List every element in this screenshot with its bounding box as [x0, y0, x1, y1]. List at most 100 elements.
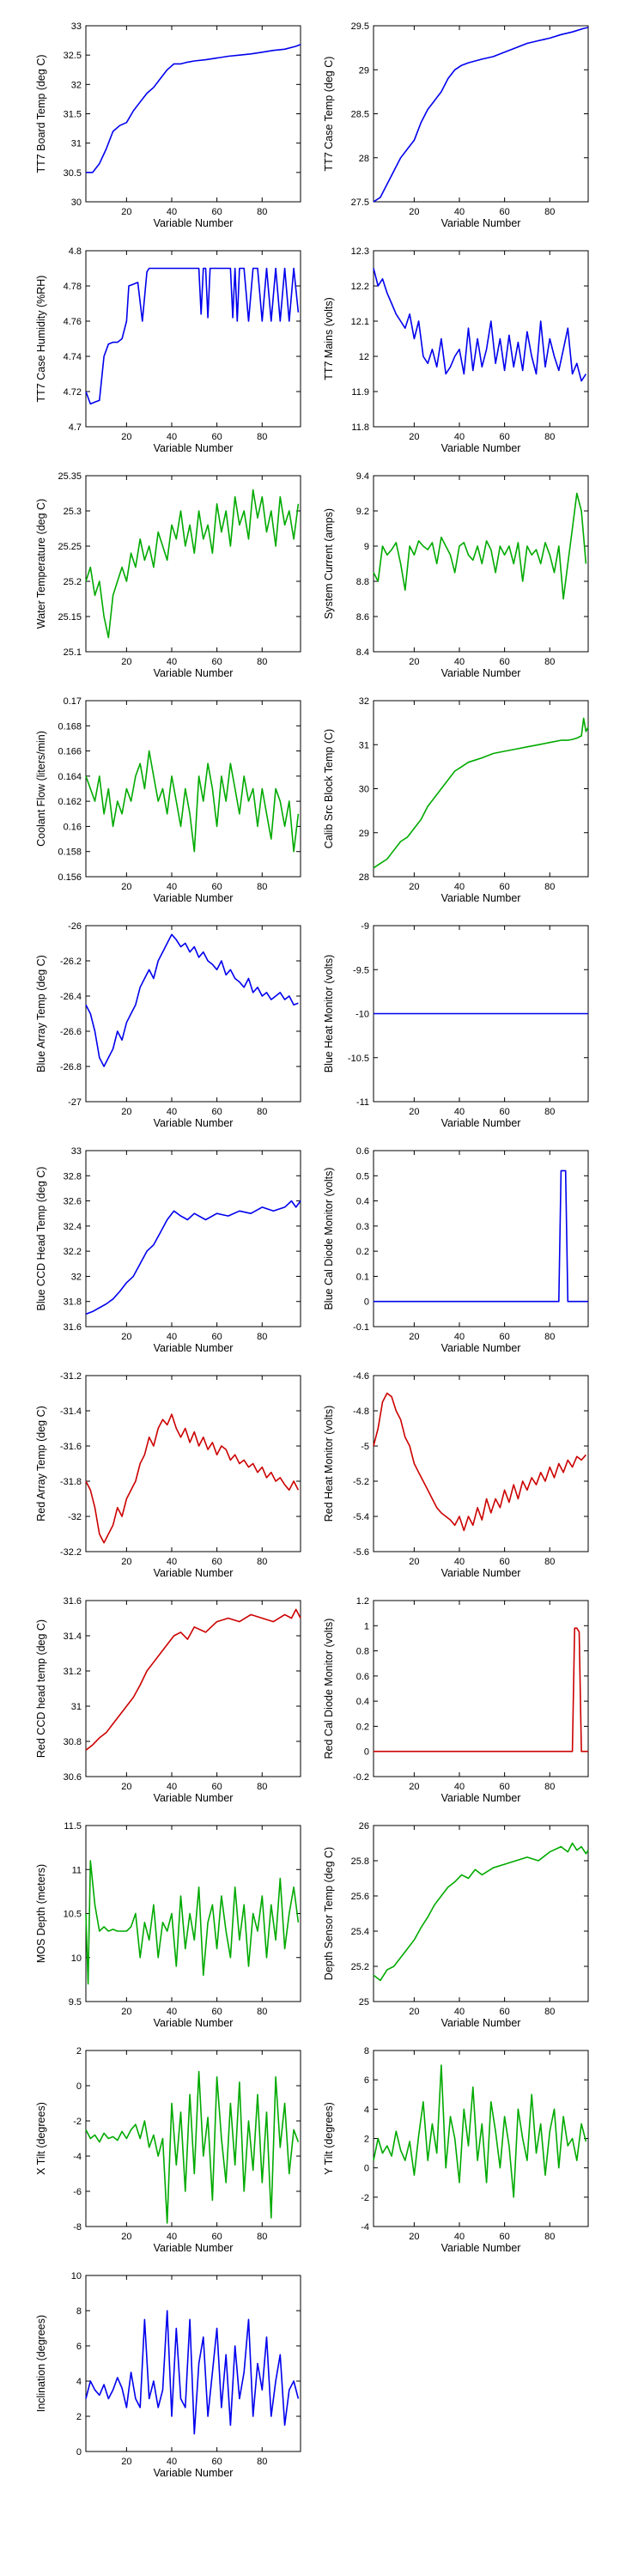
chart-panel: 20 40 60 80 25.1 25.15 25.2 25.25 25.3 25.35 Varia… — [35, 471, 301, 679]
y-tick-label: -32 — [68, 1512, 82, 1522]
x-tick-label: 20 — [409, 2007, 419, 2017]
chart-panel: 20 40 60 80 -5.6 -5.4 -5.2 -5 -4.8 -4.6 Variable N… — [323, 1371, 589, 1579]
x-axis-label: Variable Number — [441, 667, 521, 679]
x-axis-label: Variable Number — [154, 1117, 234, 1129]
y-tick-label: 0.168 — [58, 721, 82, 732]
series-line — [85, 267, 300, 405]
y-tick-label: 31 — [359, 740, 369, 750]
y-tick-label: 11 — [72, 1865, 82, 1875]
y-tick-label: -31.8 — [60, 1477, 82, 1487]
x-tick-label: 60 — [500, 1332, 510, 1342]
plot-frame — [373, 1375, 589, 1552]
y-tick-label: -10.5 — [348, 1054, 369, 1064]
x-tick-label: 60 — [212, 432, 222, 442]
y-tick-label: 31.4 — [64, 1631, 82, 1642]
chart-panel: 20 40 60 80 0 2 4 6 8 10 Variable Number Inclinatio… — [35, 2271, 301, 2479]
y-tick-label: -6 — [73, 2187, 82, 2197]
y-tick-label: -26.8 — [60, 1062, 82, 1072]
y-tick-label: 0.156 — [58, 872, 82, 883]
y-tick-label: 8 — [76, 2306, 82, 2317]
x-tick-label: 40 — [167, 1782, 177, 1792]
y-tick-label: 25.8 — [351, 1856, 369, 1867]
x-tick-label: 80 — [257, 1782, 267, 1792]
y-tick-label: 1.2 — [356, 1596, 369, 1607]
y-tick-label: 9.4 — [356, 471, 369, 482]
x-tick-label: 20 — [409, 2232, 419, 2242]
plot-frame — [373, 1825, 589, 2002]
x-tick-label: 40 — [167, 1107, 177, 1117]
y-axis-label: Blue Cal Diode Monitor (volts) — [323, 1167, 335, 1309]
x-tick-label: 40 — [454, 207, 465, 217]
y-tick-label: 8.6 — [356, 612, 369, 623]
y-tick-label: 4 — [364, 2105, 369, 2115]
x-tick-label: 20 — [121, 1107, 131, 1117]
x-axis-label: Variable Number — [154, 2017, 234, 2029]
y-axis-label: System Current (amps) — [323, 508, 335, 619]
y-tick-label: 0.164 — [58, 772, 82, 782]
x-tick-label: 60 — [212, 2232, 222, 2242]
x-tick-label: 80 — [544, 432, 555, 442]
x-tick-label: 80 — [257, 2232, 267, 2242]
x-tick-label: 40 — [454, 1782, 465, 1792]
y-tick-label: -31.2 — [60, 1371, 82, 1382]
x-tick-label: 40 — [167, 2457, 177, 2467]
y-tick-label: 25.15 — [58, 612, 82, 623]
x-axis-label: Variable Number — [154, 1792, 234, 1804]
y-tick-label: 32.6 — [64, 1197, 82, 1207]
plot-frame — [85, 250, 301, 428]
y-tick-label: 25 — [359, 1997, 369, 2008]
x-tick-label: 20 — [121, 1782, 131, 1792]
chart-panel: 20 40 60 80 -27 -26.8 -26.6 -26.4 -26.2 -26 Variab… — [35, 921, 301, 1129]
x-tick-label: 20 — [121, 432, 131, 442]
y-tick-label: -5.2 — [353, 1477, 369, 1487]
x-tick-label: 60 — [500, 1782, 510, 1792]
series-line — [85, 2310, 300, 2435]
x-tick-label: 60 — [212, 2457, 222, 2467]
y-tick-label: -26.2 — [60, 957, 82, 967]
series-line — [85, 489, 300, 639]
x-tick-label: 40 — [167, 1557, 177, 1567]
y-tick-label: 32.2 — [64, 1247, 82, 1257]
y-tick-label: 6 — [364, 2075, 369, 2086]
x-tick-label: 40 — [167, 2232, 177, 2242]
y-tick-label: 25.25 — [58, 542, 82, 552]
x-tick-label: 60 — [500, 1557, 510, 1567]
x-axis-label: Variable Number — [441, 2017, 521, 2029]
x-tick-label: 60 — [500, 207, 510, 217]
x-tick-label: 80 — [544, 1782, 555, 1792]
y-axis-label: Y Tilt (degrees) — [323, 2102, 335, 2175]
y-tick-label: 31.5 — [64, 110, 82, 120]
y-tick-label: 0.2 — [356, 1722, 369, 1732]
plot-frame — [373, 1150, 589, 1327]
x-tick-label: 20 — [409, 882, 419, 892]
y-tick-label: 11.8 — [351, 422, 369, 433]
y-tick-label: 32.8 — [64, 1171, 82, 1182]
y-tick-label: 32 — [71, 80, 82, 90]
y-tick-label: 1 — [364, 1621, 369, 1631]
y-tick-label: -4.8 — [353, 1406, 369, 1417]
x-tick-label: 40 — [167, 432, 177, 442]
y-tick-label: -5 — [361, 1442, 369, 1452]
series-line — [85, 1860, 300, 1985]
plot-frame — [85, 1150, 301, 1327]
y-axis-label: Calib Src Block Temp (C) — [323, 729, 335, 848]
y-tick-label: -11 — [356, 1097, 369, 1108]
y-tick-label: 0.4 — [356, 1697, 369, 1707]
chart-panel: 20 40 60 80 30 30.5 31 31.5 32 32.5 33 Variable Num… — [35, 21, 301, 229]
x-tick-label: 40 — [454, 657, 465, 667]
y-tick-label: 9 — [364, 542, 369, 552]
x-tick-label: 40 — [167, 1332, 177, 1342]
y-tick-label: 25.35 — [58, 471, 82, 482]
plot-frame — [85, 700, 301, 878]
x-tick-label: 20 — [121, 1557, 131, 1567]
plot-frame — [373, 1600, 589, 1777]
y-tick-label: 29 — [359, 829, 369, 839]
y-tick-label: 4.74 — [64, 352, 82, 362]
y-tick-label: 0.16 — [64, 822, 82, 832]
y-axis-label: Red Heat Monitor (volts) — [323, 1406, 335, 1522]
y-axis-label: Blue CCD Head Temp (deg C) — [35, 1167, 47, 1311]
y-tick-label: -2 — [73, 2117, 82, 2127]
y-tick-label: 12 — [359, 352, 369, 362]
y-tick-label: 0.4 — [356, 1197, 369, 1207]
y-axis-label: Inclination (degrees) — [35, 2315, 47, 2412]
